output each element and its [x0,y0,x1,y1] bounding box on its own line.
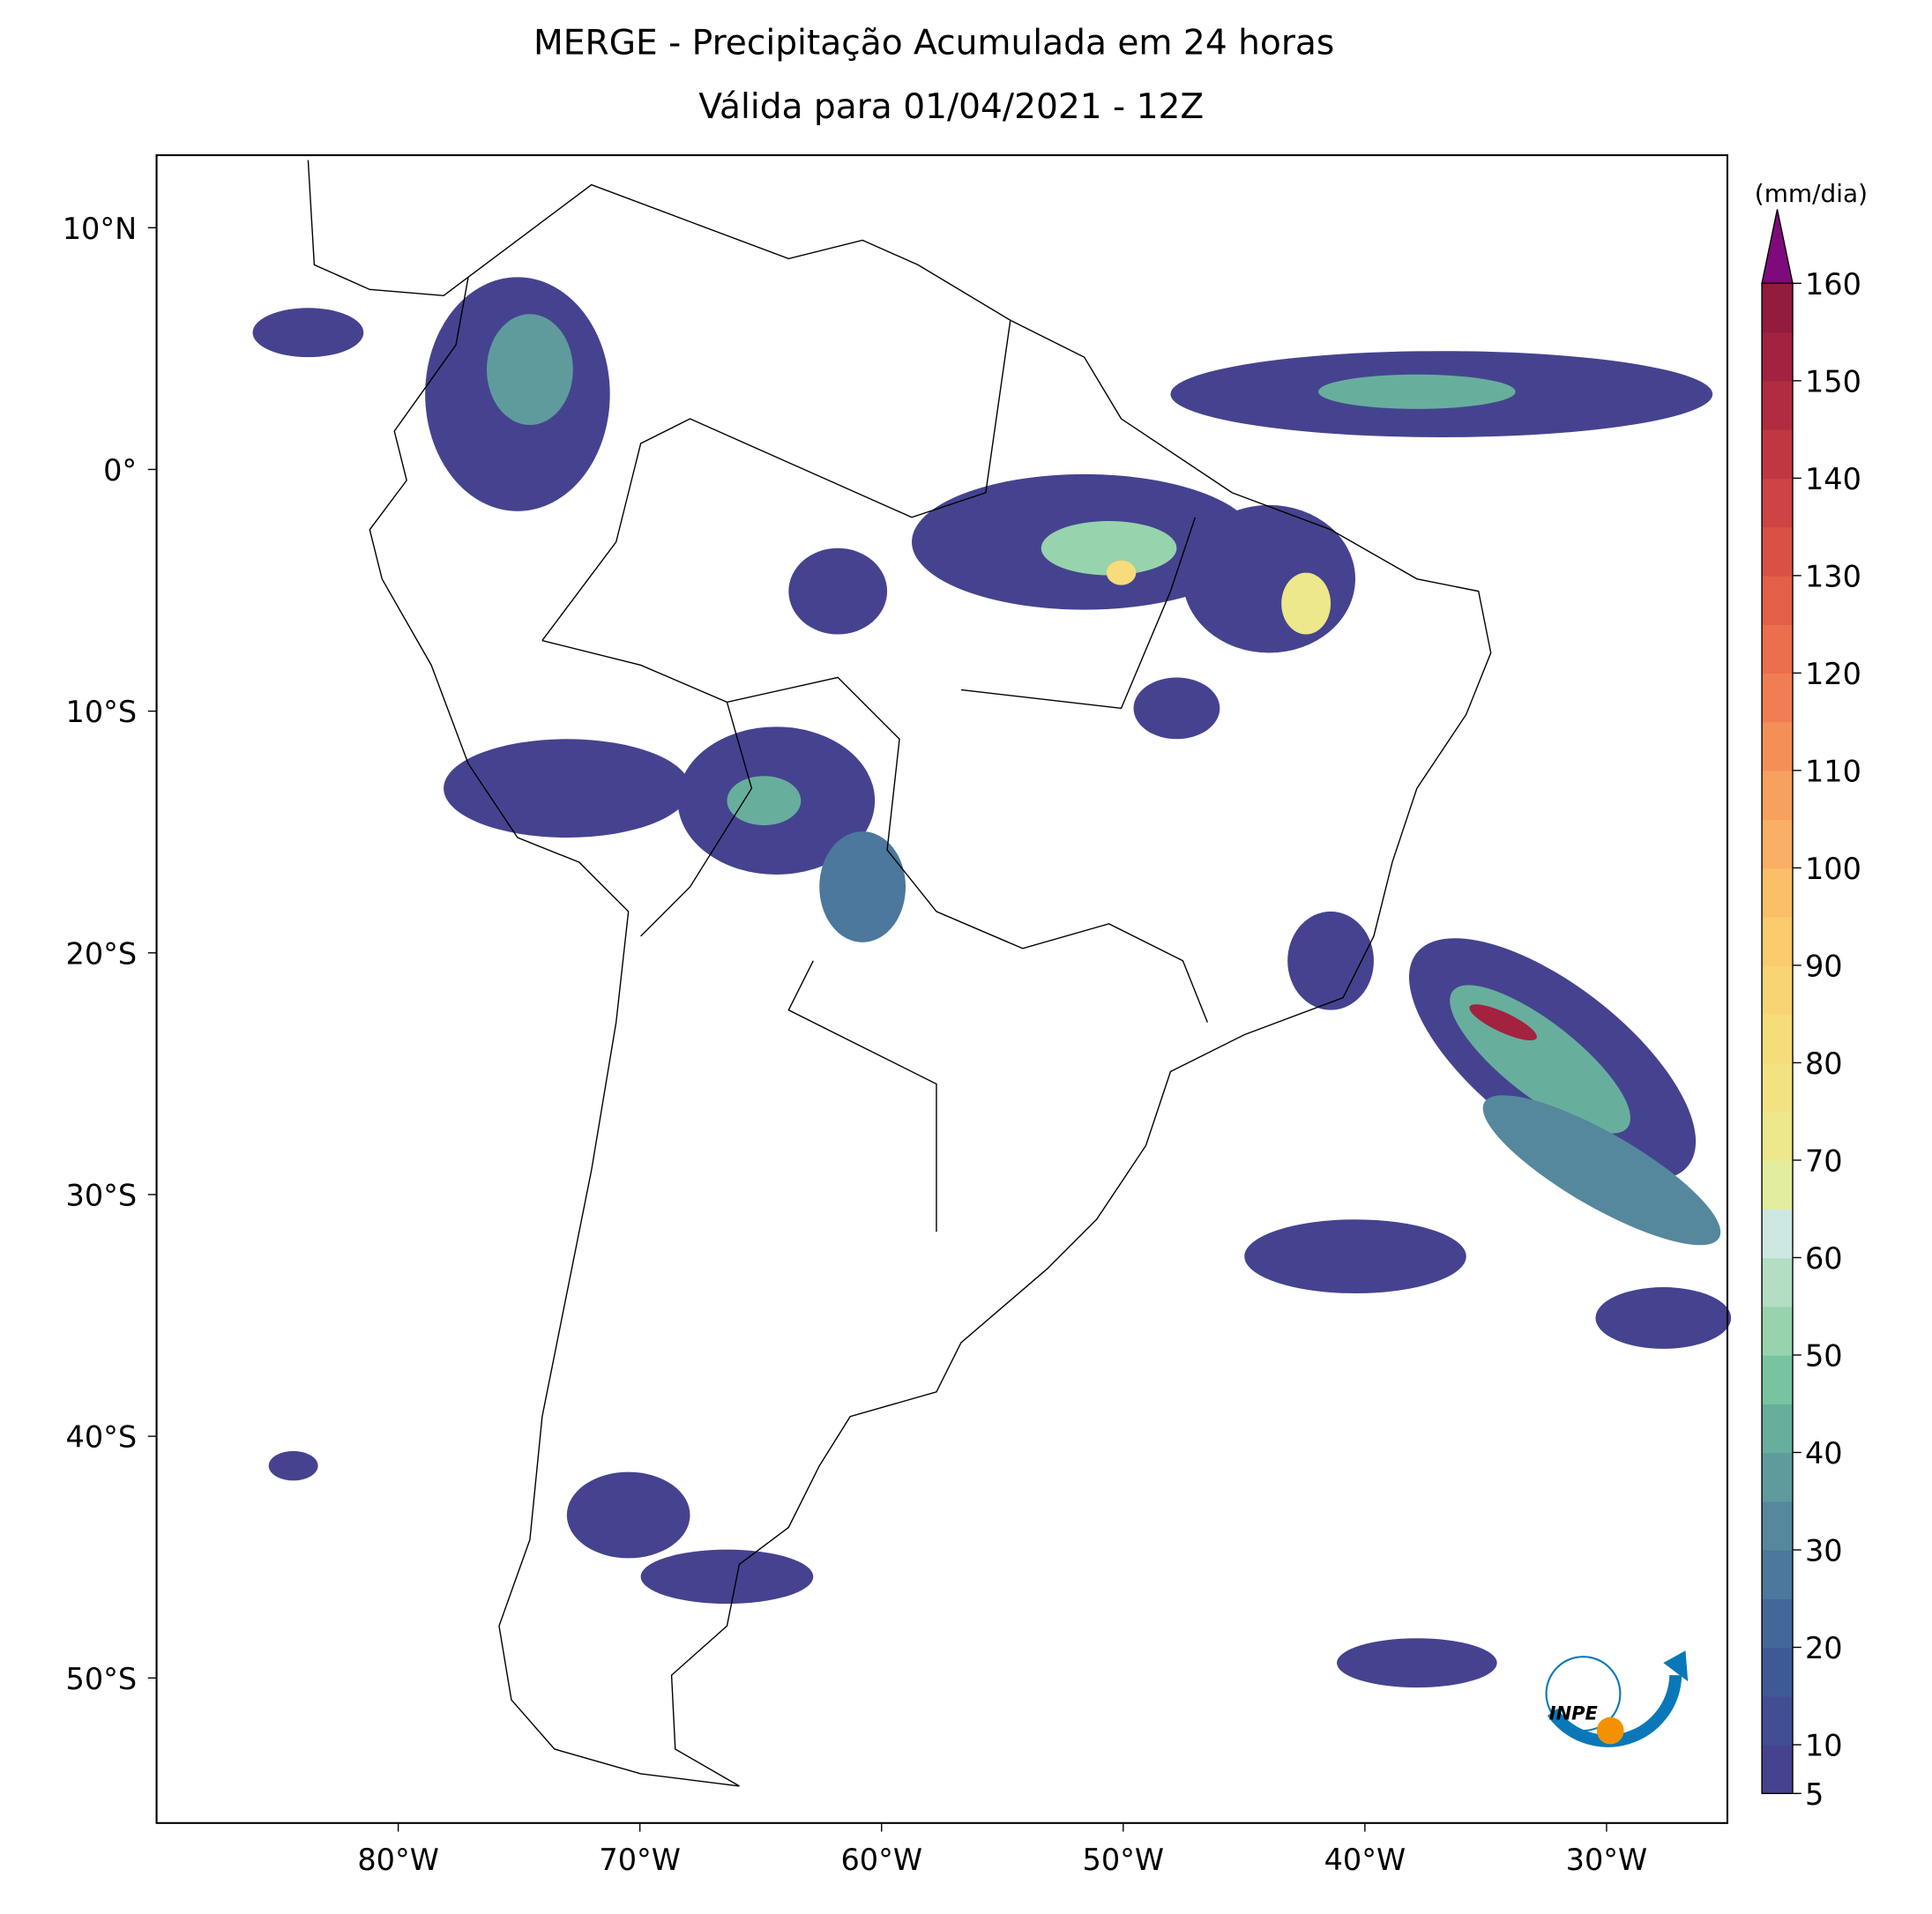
colorbar-band [1762,1501,1793,1551]
y-tick-label: 10°S [66,695,138,729]
colorbar-band [1762,526,1793,577]
colorbar-band [1762,1014,1793,1064]
y-tick-label: 50°S [66,1662,138,1696]
colorbar-tick-label: 90 [1805,949,1843,983]
colorbar-band [1762,283,1793,333]
colorbar-band [1762,770,1793,820]
map-frame [155,153,1728,1824]
colorbar-band [1762,1452,1793,1502]
colorbar-tick-label: 20 [1805,1631,1843,1665]
y-tick-label: 0° [103,453,137,488]
colorbar-tick-label: 80 [1805,1046,1843,1081]
colorbar-tick-label: 10 [1805,1729,1843,1763]
colorbar-tick-label: 110 [1805,754,1861,788]
colorbar-tick-label: 140 [1805,462,1861,496]
colorbar-band [1762,624,1793,674]
colorbar-tick-label: 30 [1805,1534,1843,1568]
logo: INPE [1545,1650,1689,1747]
colorbar-band [1762,1598,1793,1649]
colorbar-band [1762,429,1793,480]
colorbar-tick-label: 120 [1805,657,1861,691]
y-tick-label: 20°S [66,936,138,971]
y-tick-label: 40°S [66,1420,138,1455]
title: MERGE - Precipitação Acumulada em 24 hor… [533,23,1334,63]
colorbar-tick-label: 40 [1805,1436,1843,1471]
colorbar-band [1762,964,1793,1015]
colorbar-band [1762,331,1793,382]
y-tick-label: 30°S [66,1179,138,1213]
colorbar-band [1762,819,1793,869]
colorbar-band [1762,1306,1793,1356]
colorbar-band [1762,1257,1793,1307]
coastline [307,160,1492,1787]
colorbar-frame [1761,282,1794,1794]
colorbar-tick-label: 60 [1805,1241,1843,1276]
colorbar-band [1762,673,1793,723]
colorbar-band [1762,1111,1793,1161]
colorbar-band [1762,1062,1793,1113]
x-tick-label: 30°W [1566,1843,1648,1877]
colorbar-tick-label: 70 [1805,1144,1843,1179]
colorbar-tick-label: 50 [1805,1339,1843,1374]
logo-text: INPE [1549,1702,1599,1724]
subtitle: Válida para 01/04/2021 - 12Z [698,87,1204,127]
colorbar-band [1762,478,1793,528]
x-tick-label: 60°W [840,1843,922,1877]
colorbar-band [1762,1159,1793,1210]
colorbar-band [1762,380,1793,430]
colorbar-band [1762,916,1793,966]
colorbar-band [1762,1404,1793,1454]
y-tick-label: 10°N [63,212,137,246]
colorbar-band [1762,575,1793,625]
colorbar-band [1762,1695,1793,1746]
colorbar-band [1762,721,1793,771]
colorbar-band [1762,1209,1793,1259]
colorbar-unit: (mm/dia) [1755,179,1868,208]
colorbar-extend [1761,209,1794,285]
colorbar-tick-label: 5 [1805,1777,1824,1812]
x-tick-label: 40°W [1324,1843,1406,1877]
colorbar-band [1762,1745,1793,1794]
colorbar-tick-label: 160 [1805,267,1861,302]
precipitation-field [252,277,1732,1688]
colorbar-band [1762,1647,1793,1697]
colorbar-tick-label: 130 [1805,559,1861,593]
colorbar-band [1762,868,1793,918]
x-tick-label: 50°W [1083,1843,1165,1877]
colorbar-band [1762,1354,1793,1404]
x-tick-label: 80°W [357,1843,439,1877]
colorbar-tick-label: 100 [1805,852,1861,886]
colorbar-band [1762,1549,1793,1599]
x-tick-label: 70°W [599,1843,681,1877]
colorbar-tick-label: 150 [1805,364,1861,398]
